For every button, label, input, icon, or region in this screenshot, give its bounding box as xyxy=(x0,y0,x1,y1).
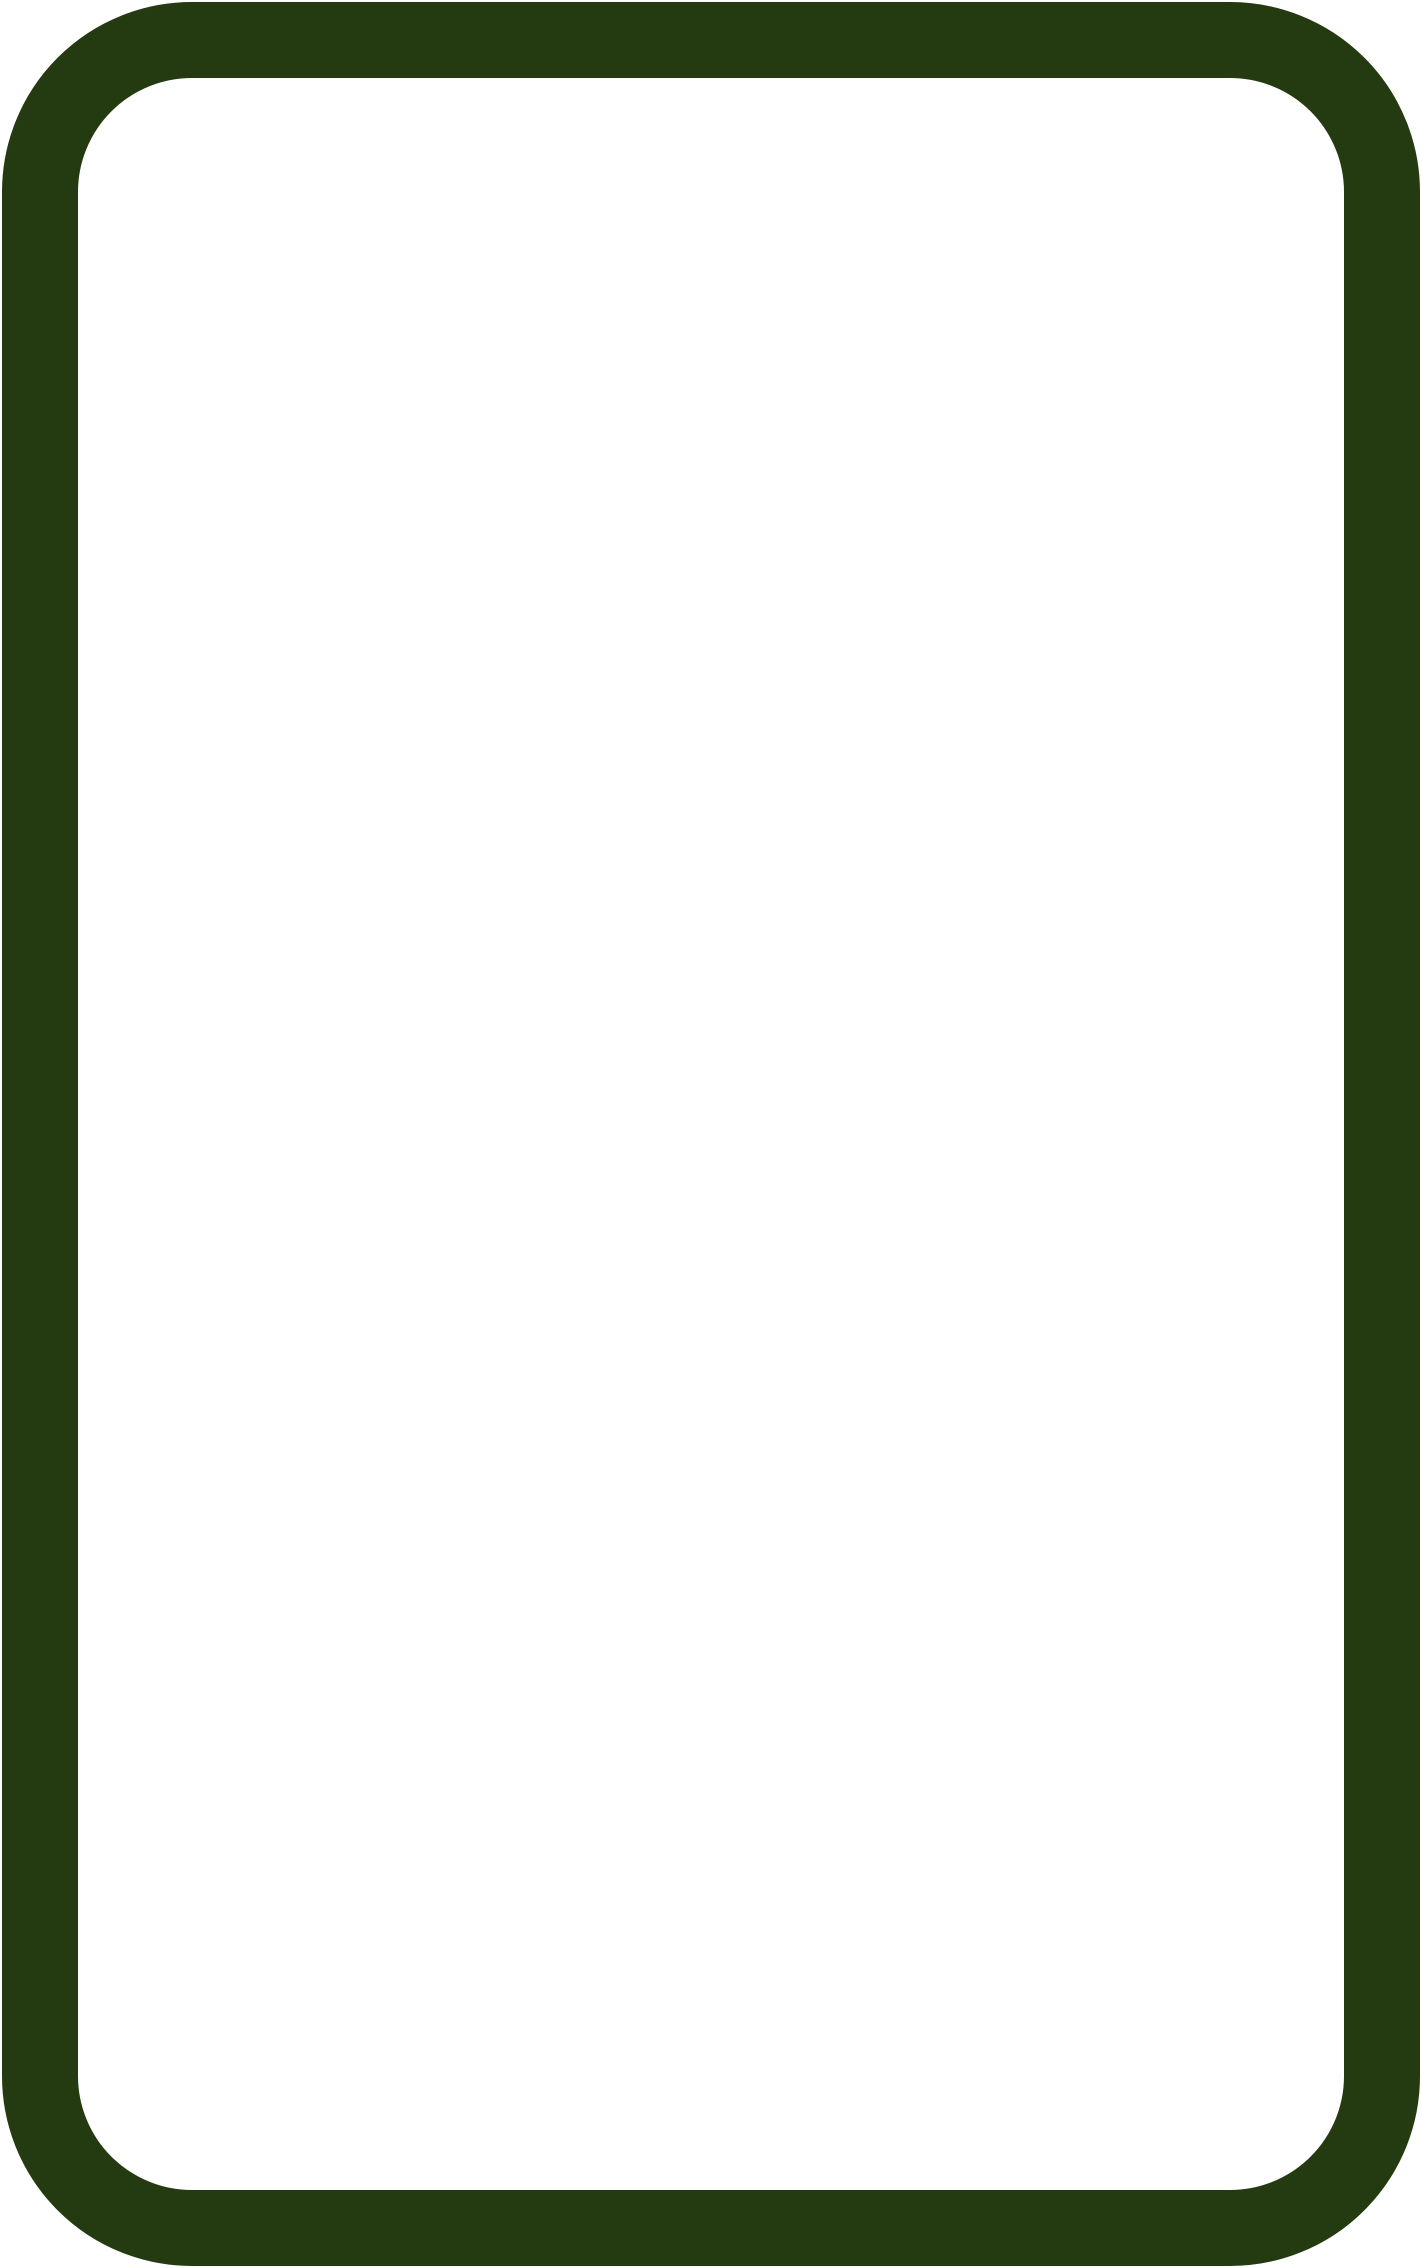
rounded-rectangle-outline-icon xyxy=(2,2,1420,2266)
canvas xyxy=(0,0,1422,2268)
